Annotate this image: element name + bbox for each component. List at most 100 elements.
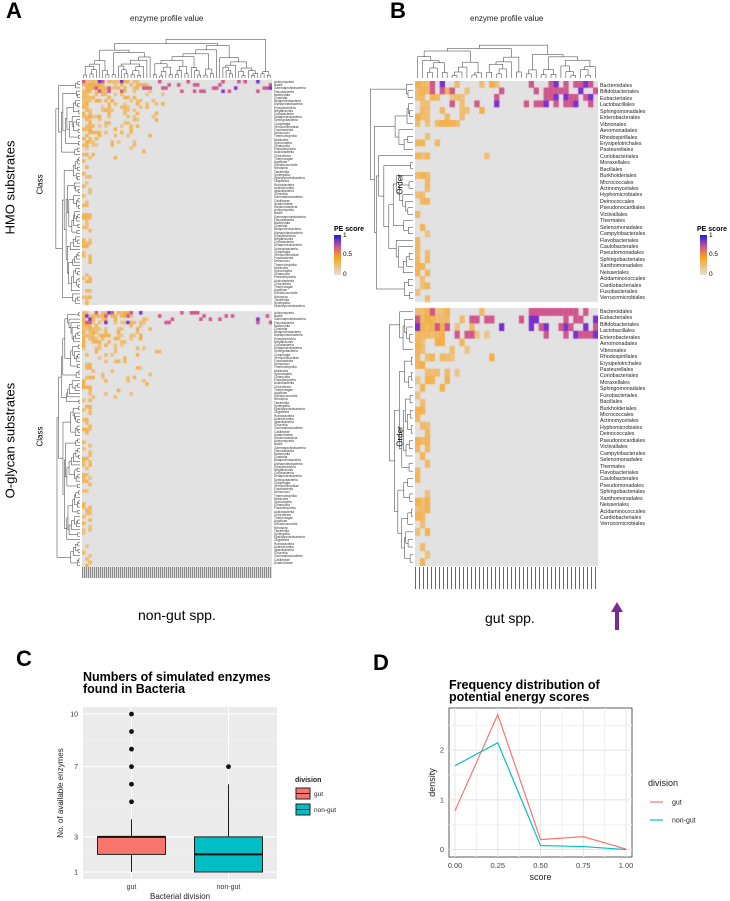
row-label: Acidimicrobiia xyxy=(274,185,294,190)
row-label: Thermales xyxy=(600,218,626,225)
row-label: Coriobacteriia xyxy=(274,240,294,245)
dendrogram-branch xyxy=(74,211,80,219)
row-label: Gemmatimonadetes xyxy=(274,195,303,200)
row-label: Campylobacterales xyxy=(600,231,646,238)
row-label: Erysipelotrichia xyxy=(274,105,296,110)
row-label: Mollicutes xyxy=(274,137,289,142)
row-label: Deinococci xyxy=(274,131,290,136)
row-label: Anaerolineae xyxy=(274,432,293,437)
dendrogram-branch xyxy=(409,395,413,404)
legend-tick: 0.5 xyxy=(343,251,353,258)
legend-label: gut xyxy=(672,800,682,807)
row-label: Bacilli xyxy=(274,314,283,319)
row-label: Bacteroidia xyxy=(274,451,290,456)
row-label: Spirochaetia xyxy=(274,268,292,273)
row-label: Chlorobia xyxy=(274,423,288,428)
panel-label-b: B xyxy=(390,0,406,23)
dendrogram-branch xyxy=(411,508,413,517)
row-label: Vibrionales xyxy=(600,347,627,354)
dendrogram-branch xyxy=(62,199,73,298)
row-label: Rubrobacteria xyxy=(274,541,295,546)
row-label: Chlamydiia xyxy=(274,144,290,149)
row-label: Aquificae xyxy=(274,160,288,165)
dendrogram-branch xyxy=(77,484,80,488)
row-label: Bacillales xyxy=(600,166,623,173)
row-label: Alphaproteobacteria xyxy=(274,230,303,235)
dendrogram-branch xyxy=(76,239,80,244)
dendrogram-branch xyxy=(75,82,80,89)
dendrogram-branch xyxy=(402,325,413,350)
row-label: Dehalococcoidia xyxy=(274,163,298,168)
dendrogram-branch xyxy=(73,453,80,462)
row-label: Vibrionales xyxy=(600,121,627,128)
dendrogram-branch xyxy=(73,238,80,247)
row-label: Bacteroidia xyxy=(274,92,290,97)
dendrogram-branch xyxy=(78,454,80,459)
row-label: Cardiobacteriales xyxy=(600,282,642,289)
legend-tick: 0.5 xyxy=(709,251,719,258)
x-tick-label: 0.25 xyxy=(490,861,505,870)
dendrogram-branch xyxy=(102,69,108,78)
dendrogram-branch xyxy=(262,71,270,76)
dendrogram-branch xyxy=(77,383,80,388)
legend-title: division xyxy=(295,777,321,784)
dendrogram-branch xyxy=(78,141,80,146)
row-label: Spirochaetia xyxy=(274,499,292,504)
row-label: Gammaproteobacteria xyxy=(274,214,306,219)
row-label: Deltaproteobacteria xyxy=(274,474,302,479)
row-label: Gammaproteobacteria xyxy=(274,86,306,91)
dendrogram-branch xyxy=(433,62,445,73)
dendrogram-branch xyxy=(408,253,413,260)
dendrogram-branch xyxy=(76,119,80,125)
dendrogram-branch xyxy=(74,149,80,155)
row-label: Chlorobia xyxy=(274,551,288,556)
dendrogram-branch xyxy=(74,385,80,391)
row-label: Pseudomonadales xyxy=(600,482,644,489)
dendrogram-branch xyxy=(176,70,182,78)
dendrogram-branch xyxy=(398,246,413,268)
row-label: Eubacteriales xyxy=(600,95,633,102)
row-label: Caldilineae xyxy=(274,198,290,203)
y-tick-label: 10 xyxy=(70,712,78,719)
dendrogram-branch xyxy=(75,333,80,339)
dendrogram-branch xyxy=(252,73,258,78)
row-label: Gemmatimonadetes xyxy=(274,426,303,431)
row-label: Sphingobacteriia xyxy=(274,246,298,251)
row-label: Sphingobacteriia xyxy=(274,349,298,354)
row-label: Aeromonadales xyxy=(600,128,638,135)
row-label: Epsilonproteobacteria xyxy=(274,407,305,412)
legend-tick: 0 xyxy=(709,271,713,278)
dendrogram-branch xyxy=(409,493,413,502)
row-label: Pasteurellales xyxy=(600,366,634,373)
dendrogram-branch xyxy=(451,75,458,78)
row-label: Coriobacteriia xyxy=(274,112,294,117)
dendrogram-branch xyxy=(407,90,413,98)
dendrogram-branch xyxy=(61,356,67,398)
row-label: Neisseriales xyxy=(600,269,629,276)
dendrogram-branch xyxy=(78,406,80,411)
heatmap-a-x-label: non-gut spp. xyxy=(138,607,216,623)
row-label: Synergistia xyxy=(274,172,290,177)
legend-label: gut xyxy=(314,791,323,798)
box-gut xyxy=(97,836,166,855)
row-label: Negativicutes xyxy=(274,339,294,344)
class-labels-top: Actinomycetia Bacilli Gammaproteobacteria F… xyxy=(274,80,306,308)
dendrogram-branch xyxy=(182,53,209,70)
dendrogram-branch xyxy=(69,384,80,394)
dendrogram-branch xyxy=(411,357,413,366)
row-label: Flavobacteriia xyxy=(274,448,294,453)
row-label: Chlamydiia xyxy=(274,272,290,277)
row-label: Acidobacteriia xyxy=(274,150,295,155)
dendrogram-branch xyxy=(70,350,78,367)
row-label: Enterobacterales xyxy=(600,115,641,122)
dendrogram-branch xyxy=(446,48,512,58)
dendrogram-branch xyxy=(74,182,80,189)
legend-tick: 1 xyxy=(343,232,347,239)
dendrogram-branch xyxy=(404,360,412,383)
row-label: Bacteroidales xyxy=(600,83,633,89)
row-label: Sphingomonadales xyxy=(600,386,646,393)
dendrogram-branch xyxy=(77,214,80,219)
dendrogram-branch xyxy=(66,392,79,402)
dendrogram-branch xyxy=(408,227,413,234)
